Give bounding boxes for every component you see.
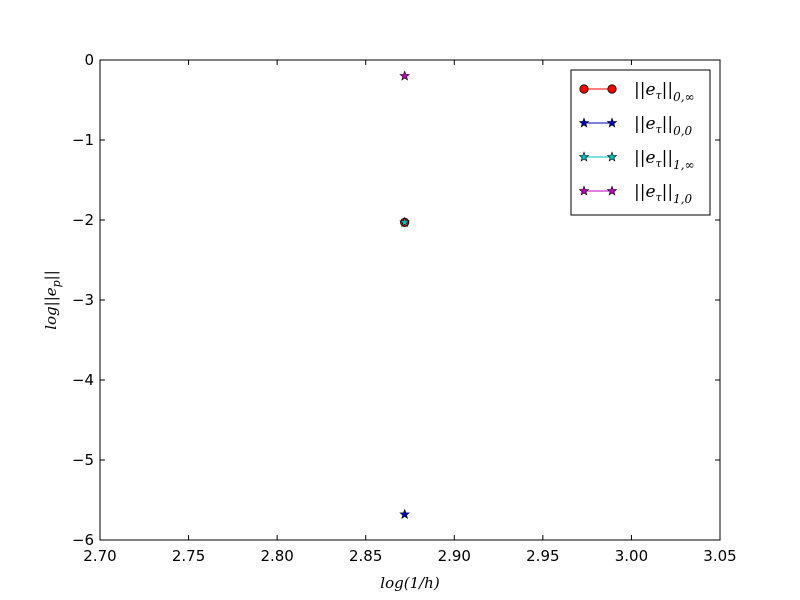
legend-marker-start <box>578 151 590 162</box>
x-tick-label: 2.85 <box>349 547 382 565</box>
legend-label: ||eτ||1,0 <box>634 182 693 206</box>
y-tick-label: 0 <box>84 51 94 69</box>
legend-label: ||eτ||1,∞ <box>634 148 695 172</box>
axis-ticks: 2.70 2.75 2.80 2.85 2.90 2.95 3.00 3.05 0 −1 −2 −3 −… <box>72 51 737 565</box>
x-tick-label: 3.05 <box>703 547 736 565</box>
x-tick-label: 2.90 <box>438 547 471 565</box>
y-tick-label: −4 <box>72 371 94 389</box>
series-layer <box>399 70 411 519</box>
legend-marker-end <box>606 151 618 162</box>
y-tick-label: −3 <box>72 291 94 309</box>
legend-marker-end <box>606 185 618 196</box>
x-tick-label: 2.80 <box>260 547 293 565</box>
x-tick-label: 2.70 <box>83 547 116 565</box>
legend: ||eτ||0,∞ ||eτ||0,0 ||eτ||1,∞ ||eτ||1,0 <box>570 69 711 216</box>
legend-label: ||eτ||0,0 <box>634 114 693 138</box>
legend-marker-start <box>578 185 590 196</box>
y-tick-label: −2 <box>72 211 94 229</box>
y-tick-label: −6 <box>72 531 94 549</box>
x-tick-label: 2.75 <box>172 547 205 565</box>
y-axis-label: log||ep|| <box>42 270 63 330</box>
x-tick-label: 3.00 <box>615 547 648 565</box>
legend-marker-start <box>579 84 589 94</box>
legend-marker-start <box>578 117 590 128</box>
legend-marker-end <box>606 117 618 128</box>
data-point-series-3 <box>399 70 411 81</box>
data-point-series-2 <box>399 216 411 227</box>
y-tick-label: −1 <box>72 131 94 149</box>
x-axis-label: log(1/h) <box>380 574 440 592</box>
x-tick-label: 2.95 <box>526 547 559 565</box>
legend-marker-end <box>607 84 617 94</box>
legend-entries: ||eτ||0,∞ ||eτ||0,0 ||eτ||1,∞ ||eτ||1,0 <box>578 80 695 206</box>
y-tick-label: −5 <box>72 451 94 469</box>
data-point-series-1 <box>399 508 411 519</box>
legend-label: ||eτ||0,∞ <box>634 80 695 104</box>
